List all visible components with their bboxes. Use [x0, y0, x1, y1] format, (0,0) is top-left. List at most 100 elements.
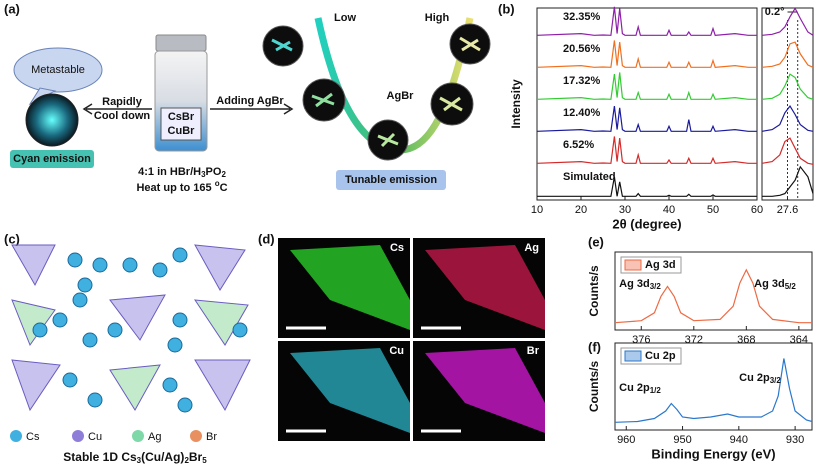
condition-text: 4:1 in HBr/H3PO2 — [138, 166, 226, 179]
x-tick-label: 10 — [531, 204, 543, 216]
vial-text: CsBr — [168, 111, 195, 123]
t: Cu 2p — [739, 372, 770, 384]
series-label: Simulated — [563, 171, 616, 183]
legend-text: Ag — [148, 431, 161, 443]
x-tick-label: 940 — [730, 434, 748, 446]
legend-text: Ag 3d — [645, 259, 676, 271]
panel-label: (f) — [588, 339, 601, 354]
t: 5/2 — [785, 282, 797, 291]
peak-label: Ag 3d3/2 — [619, 278, 661, 291]
peak-label: Ag 3d5/2 — [754, 278, 796, 291]
series-label: 6.52% — [563, 139, 594, 151]
t: Stable 1D Cs — [63, 450, 137, 464]
legend-text: Cs — [26, 431, 40, 443]
legend-swatch — [72, 430, 84, 442]
legend-text: Br — [206, 431, 217, 443]
y-axis-label: Counts/s — [587, 361, 601, 413]
annotation: 0.2° — [765, 6, 785, 18]
label-box — [336, 170, 446, 190]
legend-swatch — [624, 350, 642, 362]
series-line — [761, 137, 814, 165]
legend-swatch — [10, 430, 22, 442]
x-tick-label: 30 — [619, 204, 631, 216]
t: 5 — [202, 456, 207, 465]
legend-swatch — [190, 430, 202, 442]
x-tick-label: 40 — [663, 204, 675, 216]
t: 4:1 in HBr/H — [138, 166, 201, 178]
speech-bubble — [13, 47, 103, 93]
legend-swatch — [624, 259, 642, 271]
map-label: Cu — [389, 345, 404, 357]
t: Cu 2p — [619, 382, 650, 394]
map-label: Ag — [524, 242, 539, 254]
series-line — [614, 358, 813, 423]
panel-c: (c) Cs Cu Ag Br Stable 1D Cs3(Cu/Ag)2Br5 — [4, 231, 251, 465]
step-text: Adding AgBr — [216, 95, 284, 107]
agbr-text: AgBr — [387, 90, 415, 102]
x-tick-label: 950 — [673, 434, 691, 446]
t: (Cu/Ag) — [141, 450, 184, 464]
crystal-photos — [262, 23, 491, 161]
panel-a: (a) Metastable Rapidly Cool down Cyan em… — [4, 1, 491, 194]
legend-swatch — [132, 430, 144, 442]
arrow — [210, 103, 294, 115]
legend-text: Cu — [88, 431, 102, 443]
t: PO — [206, 166, 222, 178]
series-label: 17.32% — [563, 75, 601, 87]
x-tick-label: 372 — [685, 334, 703, 346]
panel-label: (a) — [4, 1, 20, 16]
plot-frame — [614, 251, 813, 331]
t: Ag 3d — [754, 278, 785, 290]
t: Br — [189, 450, 203, 464]
map-label: Br — [527, 345, 540, 357]
vial-label — [160, 107, 202, 141]
t: Ag 3d — [619, 278, 650, 290]
atoms — [32, 247, 248, 413]
sample-photo — [25, 93, 79, 147]
t: 2 — [221, 170, 226, 179]
high-text: High — [425, 12, 450, 24]
panel-label: (e) — [588, 234, 604, 249]
x-tick-label: 60 — [751, 204, 763, 216]
panel-label: (d) — [258, 231, 275, 246]
x-tick-label: 20 — [575, 204, 587, 216]
vial-text: CuBr — [168, 125, 196, 137]
x-axis-label: Binding Energy (eV) — [651, 446, 775, 461]
arrow — [82, 103, 152, 115]
series-line — [536, 136, 757, 164]
series-label: 32.35% — [563, 11, 601, 23]
series-line — [761, 41, 814, 68]
panel-label: (b) — [498, 1, 515, 16]
series-line — [536, 72, 757, 100]
step-text: Cool down — [94, 110, 150, 122]
legend-box — [620, 256, 682, 274]
t: 3/2 — [770, 376, 782, 385]
peak-label: Cu 2p1/2 — [619, 382, 661, 395]
series-line — [761, 73, 814, 100]
t: Heat up to 165 — [136, 182, 214, 194]
panel-label: (c) — [4, 231, 20, 246]
t: o — [215, 179, 220, 188]
box-text: Tunable emission — [345, 174, 437, 186]
series-line — [536, 6, 757, 36]
condition-text: Heat up to 165 oC — [136, 179, 227, 194]
series-line — [536, 106, 757, 132]
t: 2 — [184, 456, 189, 465]
x-tick-label: 27.6 — [777, 204, 798, 216]
x-tick-label: 930 — [786, 434, 804, 446]
y-axis-label: Intensity — [509, 79, 523, 129]
series-line — [761, 7, 814, 36]
vial-cap — [155, 34, 207, 52]
crystals — [271, 36, 481, 148]
series-line — [536, 40, 757, 68]
box-text: Cyan emission — [13, 153, 91, 165]
x-tick-label: 368 — [737, 334, 755, 346]
eds-maps — [278, 238, 545, 441]
legend-box — [620, 347, 682, 365]
y-axis-label: Counts/s — [587, 265, 601, 317]
plot-frame — [614, 342, 813, 431]
caption: Stable 1D Cs3(Cu/Ag)2Br5 — [63, 450, 207, 465]
series-label: 12.40% — [563, 107, 601, 119]
t: 3 — [201, 170, 206, 179]
